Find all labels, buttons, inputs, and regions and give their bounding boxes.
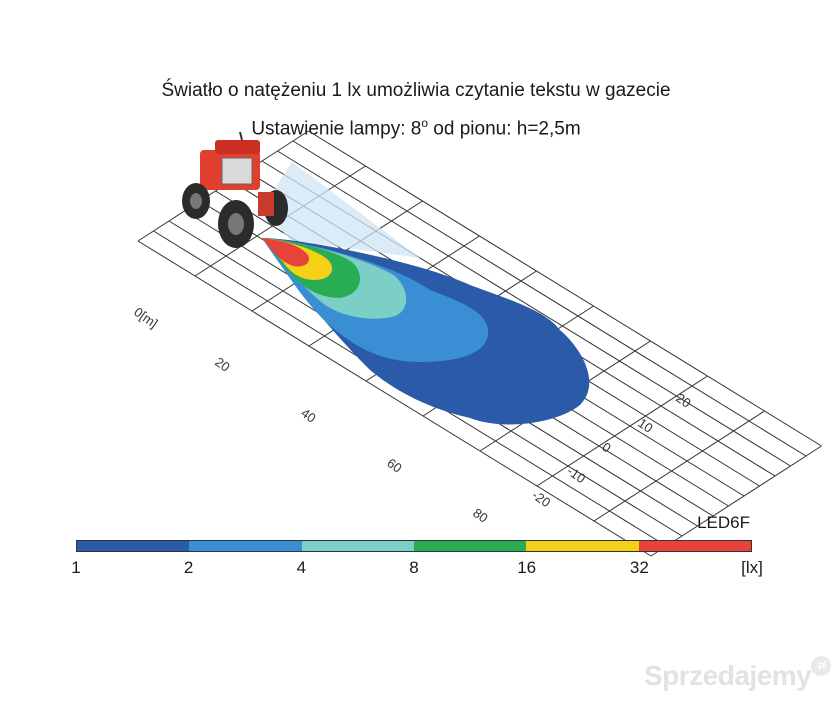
lamp-model-label: LED6F: [697, 513, 750, 532]
scale-segment: [301, 541, 414, 551]
lateral-tick-label: 20: [673, 390, 693, 411]
light-beam-cone: [262, 162, 420, 258]
grid-line: [292, 140, 807, 457]
distance-tick-label: 40: [298, 405, 318, 426]
scale-segment: [413, 541, 527, 551]
tractor-icon: [182, 131, 288, 248]
scale-segment: [77, 541, 190, 551]
grid-line: [536, 375, 708, 487]
subtitle-part-2: od pionu: h=2,5m: [428, 118, 581, 140]
lateral-tick-label: -20: [529, 487, 553, 510]
grid-line: [593, 410, 765, 522]
illuminance-zones: [262, 238, 590, 425]
grid-line: [650, 445, 822, 557]
scale-label: 8: [409, 558, 419, 577]
scale-label: 2: [183, 558, 194, 577]
scale-segment: [189, 541, 302, 551]
watermark-logo: Sprzedajemy .pl: [644, 656, 832, 692]
scale-label: 4: [296, 558, 307, 577]
grid-line: [308, 130, 822, 447]
illuminance-color-scale: [76, 540, 752, 552]
scale-segment: [526, 541, 639, 551]
scale-label: [lx]: [741, 558, 763, 577]
scale-label: 1: [71, 558, 81, 577]
lateral-tick-label: 10: [635, 415, 655, 436]
distance-origin-label: 0[m]: [131, 304, 160, 331]
distance-tick-label: 60: [384, 455, 404, 476]
grid-line: [277, 150, 791, 467]
subtitle-part-1: Ustawienie lampy: 8: [251, 118, 422, 140]
degree-mark: o: [421, 116, 429, 130]
scale-segment: [638, 541, 751, 551]
distance-tick-label: 20: [212, 354, 232, 375]
scale-label: 16: [517, 558, 537, 577]
zone-32-lx: [262, 238, 310, 267]
scale-label: 32: [629, 558, 649, 577]
grid-line: [137, 240, 652, 557]
distance-tick-label: 80: [470, 505, 490, 526]
lamp-setting-subtitle: Ustawienie lampy: 8o od pionu: h=2,5m: [0, 116, 832, 140]
diagram-title: Światło o natężeniu 1 lx umożliwia czyta…: [161, 80, 671, 101]
lateral-tick-label: 0: [599, 439, 614, 455]
